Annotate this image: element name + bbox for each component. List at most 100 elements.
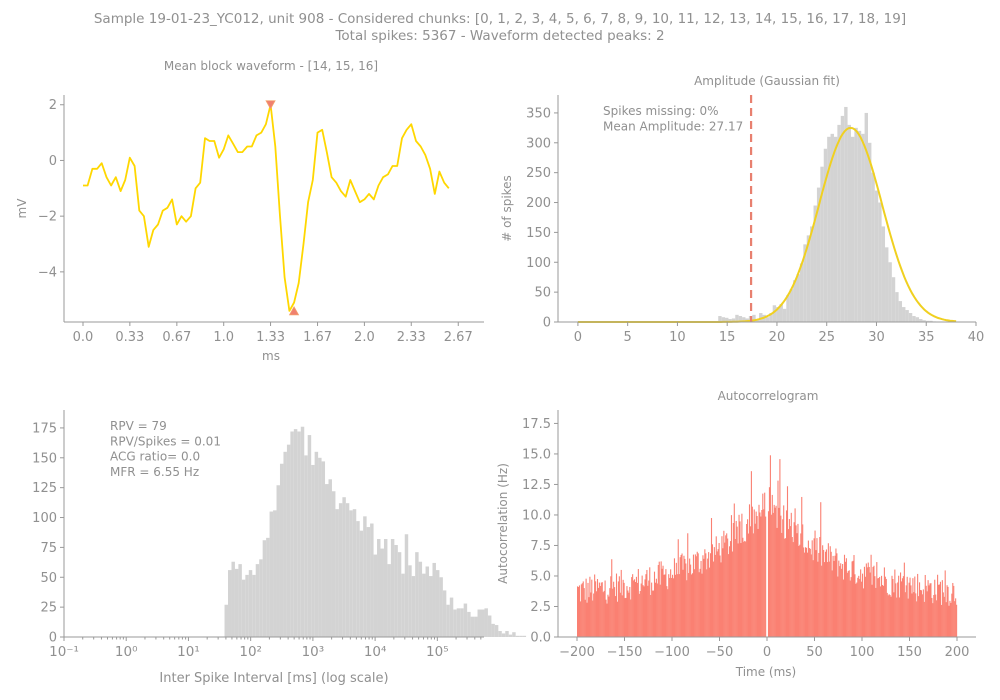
isi-bar bbox=[508, 634, 513, 637]
acg-bar bbox=[720, 562, 722, 637]
acg-bar bbox=[872, 566, 874, 637]
acg-bar bbox=[919, 582, 921, 637]
isi-bar bbox=[335, 509, 339, 637]
acg-bar bbox=[747, 519, 749, 637]
acg-bar bbox=[601, 582, 603, 637]
isi-bar bbox=[442, 590, 447, 637]
acg-bar bbox=[653, 590, 655, 637]
isi-bar bbox=[311, 464, 315, 637]
waveform-x-label: ms bbox=[262, 349, 280, 363]
acg-bar bbox=[835, 548, 837, 637]
amplitude-annotation: Spikes missing: 0% bbox=[603, 104, 719, 118]
acg-bar bbox=[922, 589, 924, 637]
acg-bar bbox=[806, 552, 808, 637]
acg-bar bbox=[704, 549, 706, 637]
isi-bar bbox=[273, 510, 277, 637]
amplitude-bar bbox=[820, 166, 824, 322]
acg-bar bbox=[871, 584, 873, 637]
acg-bar bbox=[772, 512, 774, 637]
acg-bar bbox=[892, 579, 894, 637]
amplitude-bar bbox=[864, 112, 868, 322]
amplitude-bar bbox=[742, 317, 746, 322]
acg-bar bbox=[863, 566, 865, 637]
isi-bar bbox=[307, 435, 312, 637]
acg-bar bbox=[607, 594, 609, 637]
acg-bar bbox=[700, 560, 702, 637]
acg-bar bbox=[846, 572, 848, 637]
isi-bar bbox=[394, 545, 398, 637]
acg-bar bbox=[689, 558, 691, 637]
acg-bar bbox=[658, 561, 660, 637]
acg-bar bbox=[596, 591, 598, 637]
isi-bar bbox=[446, 604, 450, 637]
acg-bar bbox=[838, 560, 840, 637]
isi-bar bbox=[248, 570, 253, 637]
acg-bar bbox=[578, 585, 580, 637]
acg-bar bbox=[732, 523, 734, 637]
acg-bar bbox=[733, 503, 735, 637]
acg-bar bbox=[855, 583, 857, 637]
acg-bar bbox=[731, 551, 733, 637]
amplitude-bar bbox=[850, 136, 855, 322]
acg-bar bbox=[613, 581, 615, 637]
isi-bar bbox=[377, 539, 381, 637]
acg-bar bbox=[848, 570, 850, 637]
amplitude-bar bbox=[867, 142, 872, 322]
acg-bar bbox=[900, 572, 902, 637]
acg-x-tick-label: −150 bbox=[607, 645, 643, 660]
acg-bar bbox=[723, 530, 725, 637]
acg-bar bbox=[661, 568, 663, 637]
amplitude-bar bbox=[885, 247, 889, 322]
acg-y-label: Autocorrelation (Hz) bbox=[496, 463, 510, 584]
acg-bar bbox=[801, 496, 803, 637]
acg-bar bbox=[885, 578, 887, 637]
amplitude-bar bbox=[847, 124, 851, 322]
acg-bar bbox=[784, 538, 786, 637]
acg-bar bbox=[712, 561, 714, 637]
acg-bar bbox=[669, 577, 671, 637]
acg-bar bbox=[902, 576, 904, 637]
isi-bar bbox=[314, 451, 319, 637]
isi-bar bbox=[352, 509, 357, 637]
amplitude-y-tick-label: 300 bbox=[526, 136, 551, 151]
acg-bar bbox=[823, 549, 825, 637]
acg-bar bbox=[778, 507, 780, 637]
amplitude-bar bbox=[915, 317, 920, 322]
amplitude-x-tick-label: 25 bbox=[818, 330, 835, 345]
isi-y-tick-label: 125 bbox=[32, 481, 57, 496]
acg-bar bbox=[840, 563, 842, 637]
isi-bar bbox=[404, 534, 409, 637]
acg-bar bbox=[942, 592, 944, 637]
acg-bar bbox=[817, 561, 819, 637]
amplitude-y-tick-label: 250 bbox=[526, 166, 551, 181]
isi-annotation: RPV = 79 bbox=[110, 419, 167, 433]
acg-bar bbox=[839, 566, 841, 637]
acg-bar bbox=[820, 502, 822, 637]
acg-bar bbox=[708, 552, 710, 637]
amplitude-bar bbox=[912, 316, 916, 322]
acg-bar bbox=[901, 578, 903, 637]
acg-bar bbox=[681, 553, 683, 637]
acg-bar bbox=[725, 535, 727, 637]
acg-bar bbox=[713, 547, 715, 637]
acg-bar bbox=[592, 600, 594, 637]
acg-bar bbox=[710, 553, 712, 637]
acg-bar bbox=[830, 551, 832, 637]
amplitude-bar bbox=[837, 124, 841, 322]
isi-annotation: MFR = 6.55 Hz bbox=[110, 465, 199, 479]
amplitude-x-tick-label: 0 bbox=[574, 330, 582, 345]
isi-bar bbox=[342, 497, 346, 637]
isi-x-tick-label: 10³ bbox=[302, 644, 325, 660]
acg-bar bbox=[673, 558, 675, 637]
acg-bar bbox=[614, 587, 616, 637]
amplitude-bar bbox=[782, 308, 787, 322]
amplitude-bar bbox=[908, 313, 913, 322]
acg-bar bbox=[577, 586, 580, 637]
acg-bar bbox=[584, 599, 586, 637]
acg-bar bbox=[791, 537, 793, 637]
acg-bar bbox=[606, 603, 608, 637]
acg-bar bbox=[783, 505, 785, 637]
acg-bar bbox=[770, 514, 772, 637]
acg-bar bbox=[670, 569, 672, 637]
acg-bar bbox=[859, 579, 861, 637]
